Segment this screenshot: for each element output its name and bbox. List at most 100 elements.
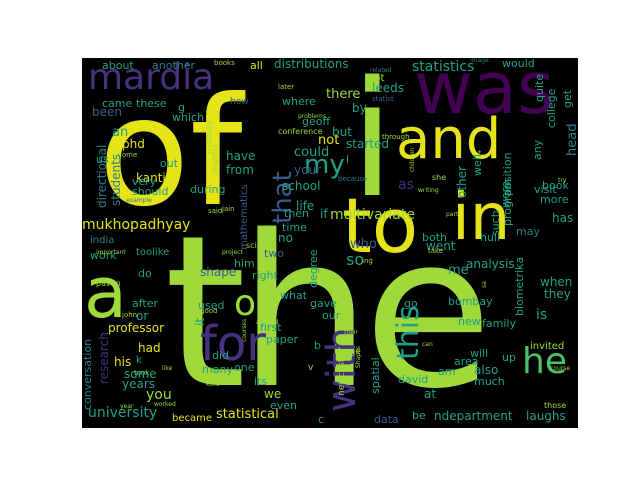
word-jain: jain	[222, 205, 235, 213]
word-of: of	[98, 66, 243, 240]
word-come: come	[118, 151, 138, 159]
word-multivariate: multivariate	[330, 207, 415, 223]
word-our: our	[322, 309, 341, 322]
word-project: project	[222, 249, 243, 256]
word-all: all	[250, 59, 263, 72]
word-two: two	[264, 247, 285, 260]
word-Shapes: Shapes	[355, 346, 362, 368]
word-did: did	[212, 349, 230, 362]
word-your: your	[294, 163, 321, 177]
word-used: used	[198, 299, 225, 312]
word-many: many	[202, 363, 233, 376]
word-on: on	[234, 283, 279, 324]
word-was: was	[414, 58, 555, 130]
word-him: him	[234, 257, 255, 270]
word-an: an	[112, 125, 129, 140]
word-has: has	[552, 211, 574, 225]
word-after: after	[132, 297, 159, 310]
word-time: time	[282, 221, 307, 234]
word-be: be	[412, 409, 426, 422]
word-us: us	[96, 153, 109, 166]
word-writing: writing	[418, 187, 439, 194]
word-good: good	[200, 307, 218, 315]
word-david: david	[398, 373, 429, 386]
word-not: not	[318, 133, 340, 148]
word-children: children	[409, 147, 416, 172]
word-through: through	[382, 133, 410, 141]
word-the: the	[164, 190, 493, 428]
word-she: she	[432, 173, 447, 182]
word-take: take	[428, 247, 444, 255]
word-distributions: distributions	[274, 58, 349, 71]
word-new: new	[458, 315, 481, 328]
word-may: may	[516, 225, 540, 238]
word-where: where	[282, 95, 316, 108]
word-well: well	[471, 154, 484, 176]
word-to: to	[342, 181, 419, 270]
word-phd: phd	[122, 137, 145, 151]
word-mathematics: mathematics	[239, 184, 250, 250]
word-bombay: bombay	[448, 295, 493, 308]
word-mukhopadhyay: mukhopadhyay	[82, 217, 191, 233]
word-paper: paper	[266, 333, 298, 346]
word-they: they	[544, 287, 571, 301]
word-laughter: laughter	[211, 144, 219, 174]
word-because: because	[338, 175, 368, 183]
word-problems: problems	[298, 113, 326, 120]
word-also: also	[474, 363, 499, 377]
word-k: k	[136, 355, 142, 366]
word-laughs: laughs	[526, 409, 566, 423]
word-cloud: the of i and was to in mardia a on for h…	[82, 58, 578, 428]
word-department: ndepartment	[434, 409, 513, 423]
word-its: its	[254, 375, 268, 388]
word-college: college	[545, 88, 558, 128]
word-and: and	[396, 107, 502, 172]
word-will: will	[470, 347, 489, 360]
word-quite: quite	[533, 73, 546, 102]
word-went: went	[426, 239, 456, 253]
word-l: l	[346, 153, 350, 166]
word-books: books	[214, 59, 235, 67]
word-am: am	[438, 365, 456, 378]
word-head: head	[565, 123, 578, 156]
word-spatial: spatial	[369, 357, 382, 394]
word-course: course	[550, 365, 571, 372]
word-more: more	[540, 193, 569, 206]
word-is: is	[536, 307, 548, 323]
word-large: large	[338, 347, 361, 357]
word-about: about	[102, 59, 134, 72]
word-had: had	[138, 341, 161, 355]
word-work: work	[90, 249, 117, 262]
word-life: life	[296, 199, 315, 213]
word-statistics: statistics	[412, 59, 475, 75]
word-gave: gave	[310, 297, 338, 310]
word-much: much	[474, 375, 505, 388]
word-school: school	[282, 179, 321, 193]
word-if: if	[320, 207, 328, 221]
word-kent: kent	[206, 381, 220, 388]
word-up: up	[502, 351, 516, 364]
word-go: go	[404, 297, 418, 310]
word-years: years	[122, 377, 156, 391]
word-worked: worked	[154, 401, 176, 408]
word-very: very	[132, 175, 157, 188]
word-hull: hull	[480, 231, 501, 244]
word-their: their	[344, 329, 358, 336]
word-some: some	[124, 367, 157, 381]
word-but: but	[332, 125, 352, 139]
word-would: would	[502, 58, 535, 70]
word-became: became	[172, 413, 213, 424]
word-which: which	[172, 111, 205, 124]
word-mardia: mardia	[88, 58, 215, 98]
word-first: first	[260, 321, 282, 334]
word-visit: visit	[534, 183, 557, 196]
word-this: this	[391, 305, 426, 360]
word-no: no	[278, 231, 293, 245]
word-g: g	[178, 101, 185, 114]
word-who: who	[350, 237, 377, 252]
word-courses: courses	[241, 318, 248, 342]
word-we: we	[264, 387, 282, 401]
word-so: so	[346, 250, 365, 269]
word-other: other	[455, 166, 469, 198]
word-geoff: geoff	[302, 115, 331, 128]
